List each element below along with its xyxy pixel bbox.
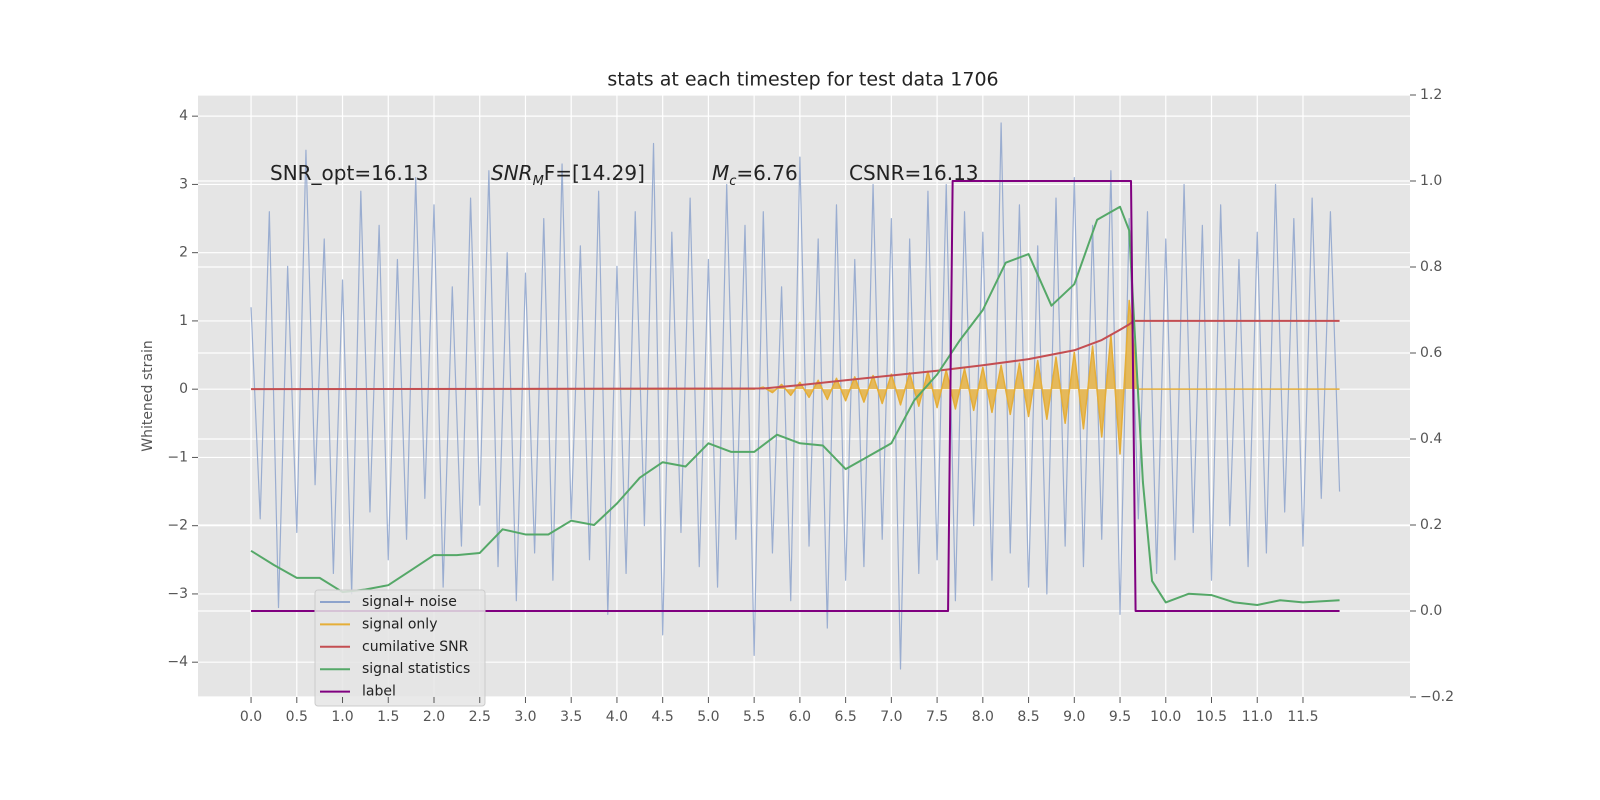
y-tick-label: 4 (179, 108, 188, 124)
annotation-part: F=[14.29] (544, 161, 645, 185)
y-axis-label: Whitened strain (140, 340, 156, 451)
x-tick-label: 3.5 (560, 709, 582, 725)
x-tick-label: 2.0 (423, 709, 445, 725)
x-tick-label: 6.0 (789, 709, 811, 725)
series-line (250, 122, 1341, 670)
x-tick-label: 7.0 (880, 709, 902, 725)
x-tick-label: 2.5 (469, 709, 491, 725)
series-line (251, 180, 1340, 612)
legend-label: signal+ noise (362, 594, 457, 610)
x-tick-label: 6.5 (834, 709, 856, 725)
annotation: SNR_opt=16.13 (270, 161, 428, 185)
x-tick-label: 1.5 (377, 709, 399, 725)
annotation-part: =6.76 (736, 161, 797, 185)
series-line (251, 319, 1340, 391)
y-tick-label: 2 (179, 245, 188, 261)
chart-title: stats at each timestep for test data 170… (607, 69, 998, 91)
x-tick-label: 9.0 (1063, 709, 1085, 725)
legend-label: signal statistics (362, 661, 470, 677)
y-tick-label: −2 (167, 518, 188, 534)
legend-box (314, 589, 486, 707)
x-tick-label: 9.5 (1109, 709, 1131, 725)
x-tick-label: 11.5 (1287, 709, 1318, 725)
annotation-sub: c (729, 174, 736, 189)
x-tick-label: 10.5 (1196, 709, 1227, 725)
x-tick-label: 0.5 (286, 709, 308, 725)
annotation: Mc=6.76 (712, 161, 798, 189)
y2-tick-label: 0.6 (1420, 345, 1442, 361)
x-tick-label: 1.0 (331, 709, 353, 725)
x-tick-label: 11.0 (1242, 709, 1273, 725)
annotation-sub: M (533, 174, 544, 189)
y2-tick-label: 1.2 (1420, 87, 1442, 103)
y-tick-label: −4 (167, 654, 188, 670)
y-tick-label: −3 (167, 586, 188, 602)
x-tick-label: 4.0 (606, 709, 628, 725)
x-tick-label: 3.0 (514, 709, 536, 725)
x-tick-label: 0.0 (240, 709, 262, 725)
y2-tick-label: −0.2 (1420, 689, 1454, 705)
annotation-part: M (712, 161, 729, 185)
y2-tick-label: 0.2 (1420, 517, 1442, 533)
x-tick-label: 5.5 (743, 709, 765, 725)
annotation: SNRMF=[14.29] (491, 161, 645, 189)
series-line (250, 205, 1340, 606)
legend: signal+ noise signal only cumilative SNR si… (314, 589, 486, 707)
annotation-part: SNR (491, 161, 533, 185)
x-tick-label: 4.5 (652, 709, 674, 725)
legend-label: cumilative SNR (362, 639, 469, 655)
x-tick-label: 8.0 (972, 709, 994, 725)
x-tick-label: 5.0 (697, 709, 719, 725)
y2-tick-label: 0.4 (1420, 431, 1442, 447)
annotation: CSNR=16.13 (849, 161, 979, 185)
y-tick-label: −1 (167, 449, 188, 465)
y2-tick-label: 0.0 (1420, 603, 1442, 619)
y-tick-label: 1 (179, 313, 188, 329)
legend-label: signal only (362, 616, 437, 632)
x-tick-label: 8.5 (1017, 709, 1039, 725)
y-tick-label: 3 (179, 176, 188, 192)
x-tick-label: 10.0 (1150, 709, 1181, 725)
y-tick-label: 0 (179, 381, 188, 397)
y2-tick-label: 0.8 (1420, 259, 1442, 275)
legend-label: label (362, 684, 396, 700)
y2-tick-label: 1.0 (1420, 173, 1442, 189)
x-tick-label: 7.5 (926, 709, 948, 725)
annotations: SNR_opt=16.13 SNRMF=[14.29] Mc=6.76 CSNR… (270, 161, 979, 189)
